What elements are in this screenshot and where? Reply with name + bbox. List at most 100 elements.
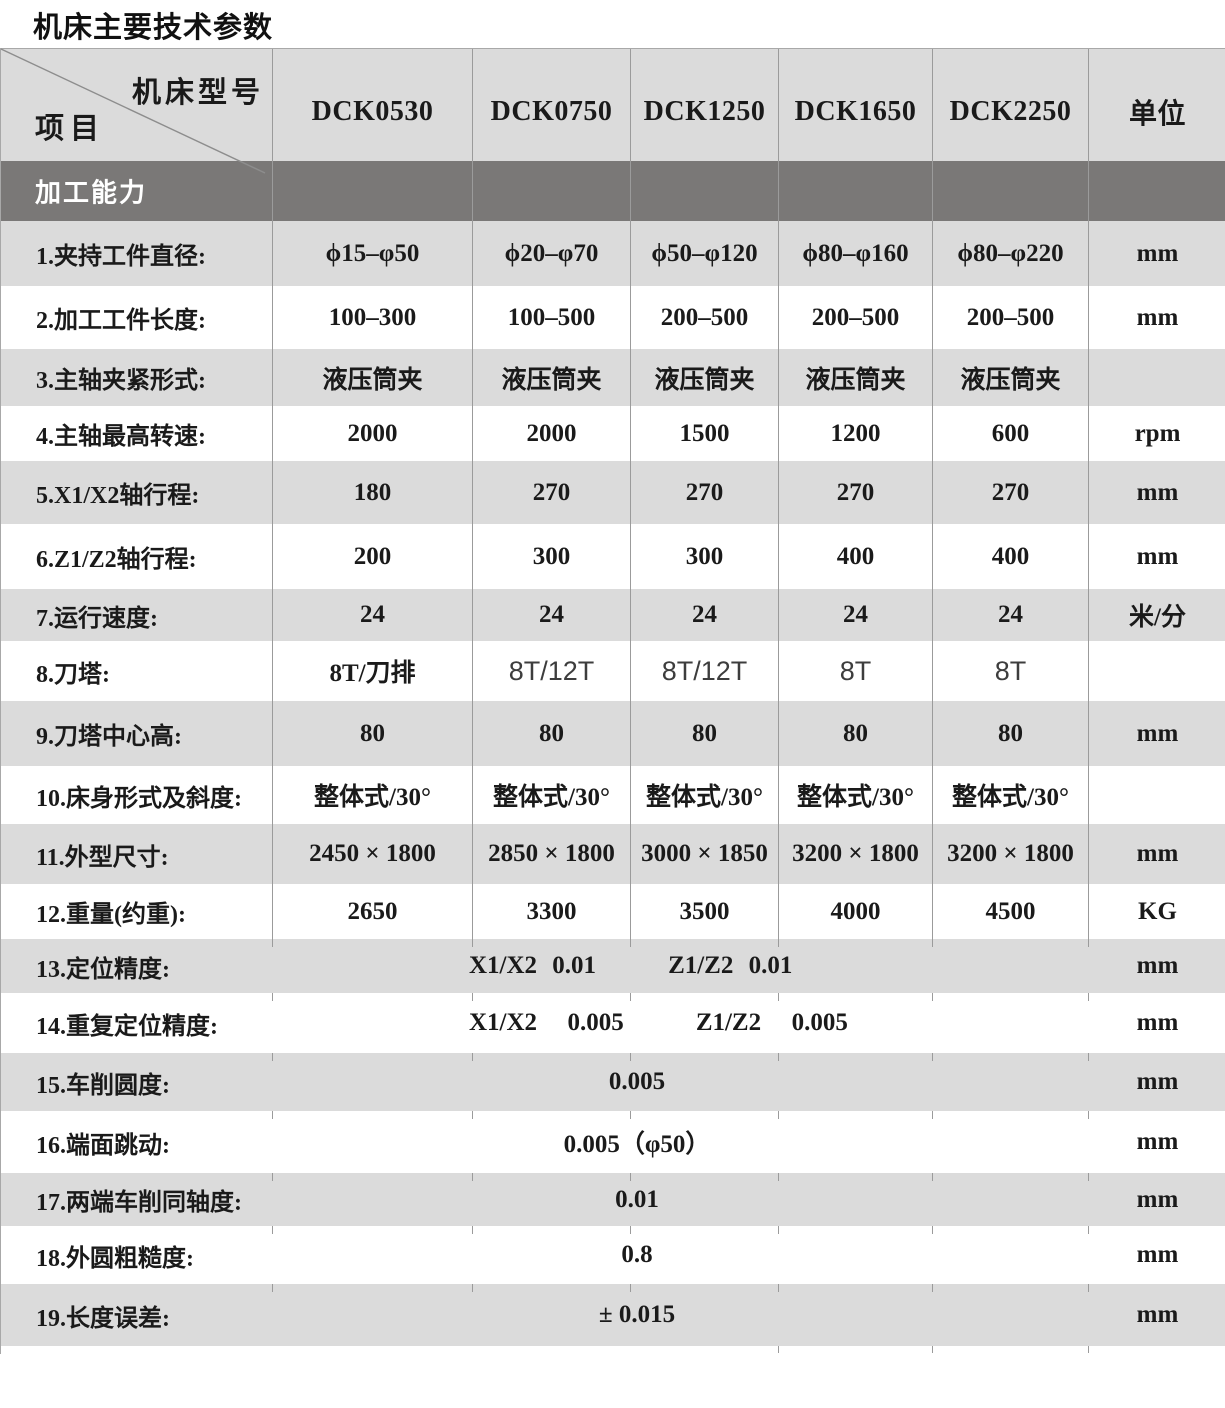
row-label: 18.外圆粗糙度: (36, 1245, 194, 1272)
table-row: 8.刀塔: 8T/刀排 8T/12T 8T/12T 8T 8T (1, 641, 1225, 701)
unit-cell: rpm (1134, 419, 1181, 447)
value-cell: 3000 × 1850 (631, 824, 779, 884)
value-cell: 300 (631, 524, 779, 589)
merged-value-cell: 0.005 (273, 1053, 1089, 1111)
value-cell: 270 (933, 461, 1089, 524)
merged-value: Z1/Z2 0.005 (695, 1009, 848, 1036)
merged-value: Z1/Z2 0.01 (668, 952, 793, 979)
row-label: 6.Z1/Z2轴行程: (1, 524, 273, 589)
table-row: 17.两端车削同轴度: 0.01 mm (1, 1173, 1225, 1226)
value-cell: 24 (273, 589, 473, 641)
value-cell: 2650 (273, 884, 473, 939)
unit-cell: mm (1136, 1301, 1179, 1328)
unit-cell: mm (1136, 239, 1179, 267)
value-cell: 液压筒夹 (933, 349, 1089, 406)
merged-value: 0.005（φ50） (563, 1131, 711, 1158)
value-cell: 100–300 (273, 286, 473, 349)
value-cell: 2450 × 1800 (273, 824, 473, 884)
value-cell: 200–500 (779, 286, 933, 349)
value-cell: 4000 (779, 884, 933, 939)
value-cell: 8T/12T (473, 641, 631, 701)
merged-value: 0.01 (615, 1185, 659, 1213)
merged-value-cell: 0.8 (273, 1226, 1089, 1284)
merged-value: 0.005 (608, 1068, 666, 1095)
row-label: 2.加工工件长度: (1, 286, 273, 349)
table-row: 12.重量(约重): 2650 3300 3500 4000 4500 KG (1, 884, 1225, 939)
table-row: 5.X1/X2轴行程: 180 270 270 270 270 mm (1, 461, 1225, 524)
value-cell: 24 (779, 589, 933, 641)
value-cell: 200–500 (933, 286, 1089, 349)
unit-cell: mm (1136, 1009, 1179, 1036)
unit-cell: mm (1136, 1241, 1179, 1268)
unit-cell (1089, 349, 1225, 406)
row-label: 5.X1/X2轴行程: (1, 461, 273, 524)
row-label: 11.外型尺寸: (1, 824, 273, 884)
unit-cell: mm (1136, 478, 1179, 506)
table-row: 9.刀塔中心高: 80 80 80 80 80 mm (1, 701, 1225, 766)
row-label: 13.定位精度: (36, 956, 170, 983)
value-cell: 400 (933, 524, 1089, 589)
value-cell: 整体式/30° (933, 766, 1089, 824)
merged-value: X1/X2 0.01 (469, 952, 597, 979)
row-label: 14.重复定位精度: (36, 1013, 218, 1040)
value-cell: 270 (631, 461, 779, 524)
value-cell: 液压筒夹 (473, 349, 631, 406)
unit-cell: 米/分 (1129, 604, 1186, 631)
value-cell: 2000 (473, 406, 631, 461)
table-row: 4.主轴最高转速: 2000 2000 1500 1200 600 rpm (1, 406, 1225, 461)
value-cell: ϕ80–φ220 (933, 221, 1089, 286)
value-cell: 3300 (473, 884, 631, 939)
value-cell: 液压筒夹 (273, 349, 473, 406)
unit-cell (1089, 766, 1225, 824)
row-label: 4.主轴最高转速: (1, 406, 273, 461)
value-cell: 80 (473, 701, 631, 766)
value-cell: 整体式/30° (473, 766, 631, 824)
value-cell: 270 (473, 461, 631, 524)
page-title: 机床主要技术参数 (33, 12, 274, 44)
value-cell: 液压筒夹 (631, 349, 779, 406)
table-row: 19.长度误差: ± 0.015 mm (1, 1284, 1225, 1346)
unit-cell: mm (1136, 840, 1179, 867)
spec-table: 机床型号 项目 DCK0530 DCK0750 DCK1250 DCK1650 … (0, 48, 1225, 1354)
value-cell: 80 (779, 701, 933, 766)
model-header: DCK0530 (273, 49, 473, 161)
corner-label-item: 项目 (35, 113, 106, 145)
table-row: 14.重复定位精度: X1/X2 0.005 Z1/Z2 0.005 mm (1, 993, 1225, 1053)
corner-label-model: 机床型号 (131, 77, 264, 109)
value-cell: 80 (273, 701, 473, 766)
unit-cell: mm (1136, 1185, 1179, 1213)
table-row: 13.定位精度: X1/X2 0.01 Z1/Z2 0.01 mm (1, 939, 1225, 993)
unit-cell (1089, 641, 1225, 701)
value-cell: 2850 × 1800 (473, 824, 631, 884)
value-cell: 2000 (273, 406, 473, 461)
table-bottom-ticks (1, 1346, 1225, 1354)
row-label: 12.重量(约重): (1, 884, 273, 939)
section-band: 加工能力 (1, 161, 1225, 221)
unit-cell: KG (1138, 897, 1177, 925)
value-cell: 180 (273, 461, 473, 524)
unit-cell: mm (1136, 1128, 1179, 1155)
table-row: 11.外型尺寸: 2450 × 1800 2850 × 1800 3000 × … (1, 824, 1225, 884)
table-row: 10.床身形式及斜度: 整体式/30° 整体式/30° 整体式/30° 整体式/… (1, 766, 1225, 824)
unit-cell: mm (1136, 719, 1179, 747)
merged-value-cell: ± 0.015 (273, 1284, 1089, 1346)
value-cell: 8T (933, 641, 1089, 701)
table-row: 3.主轴夹紧形式: 液压筒夹 液压筒夹 液压筒夹 液压筒夹 液压筒夹 (1, 349, 1225, 406)
value-cell: 200–500 (631, 286, 779, 349)
merged-value: ± 0.015 (598, 1301, 676, 1328)
unit-cell: mm (1136, 952, 1179, 979)
value-cell: 270 (779, 461, 933, 524)
corner-diagonal-line (0, 48, 266, 174)
row-label: 3.主轴夹紧形式: (1, 349, 273, 406)
model-header: DCK1250 (631, 49, 779, 161)
model-header: DCK0750 (473, 49, 631, 161)
value-cell: 8T/刀排 (273, 641, 473, 701)
value-cell: 1200 (779, 406, 933, 461)
row-label: 8.刀塔: (1, 641, 273, 701)
value-cell: 100–500 (473, 286, 631, 349)
table-row: 15.车削圆度: 0.005 mm (1, 1053, 1225, 1111)
table-row: 16.端面跳动: 0.005（φ50） mm (1, 1111, 1225, 1173)
table-row: 1.夹持工件直径: ϕ15–φ50 ϕ20–φ70 ϕ50–φ120 ϕ80–φ… (1, 221, 1225, 286)
merged-value-cell: X1/X2 0.01 Z1/Z2 0.01 (273, 939, 1089, 993)
value-cell: 8T (779, 641, 933, 701)
